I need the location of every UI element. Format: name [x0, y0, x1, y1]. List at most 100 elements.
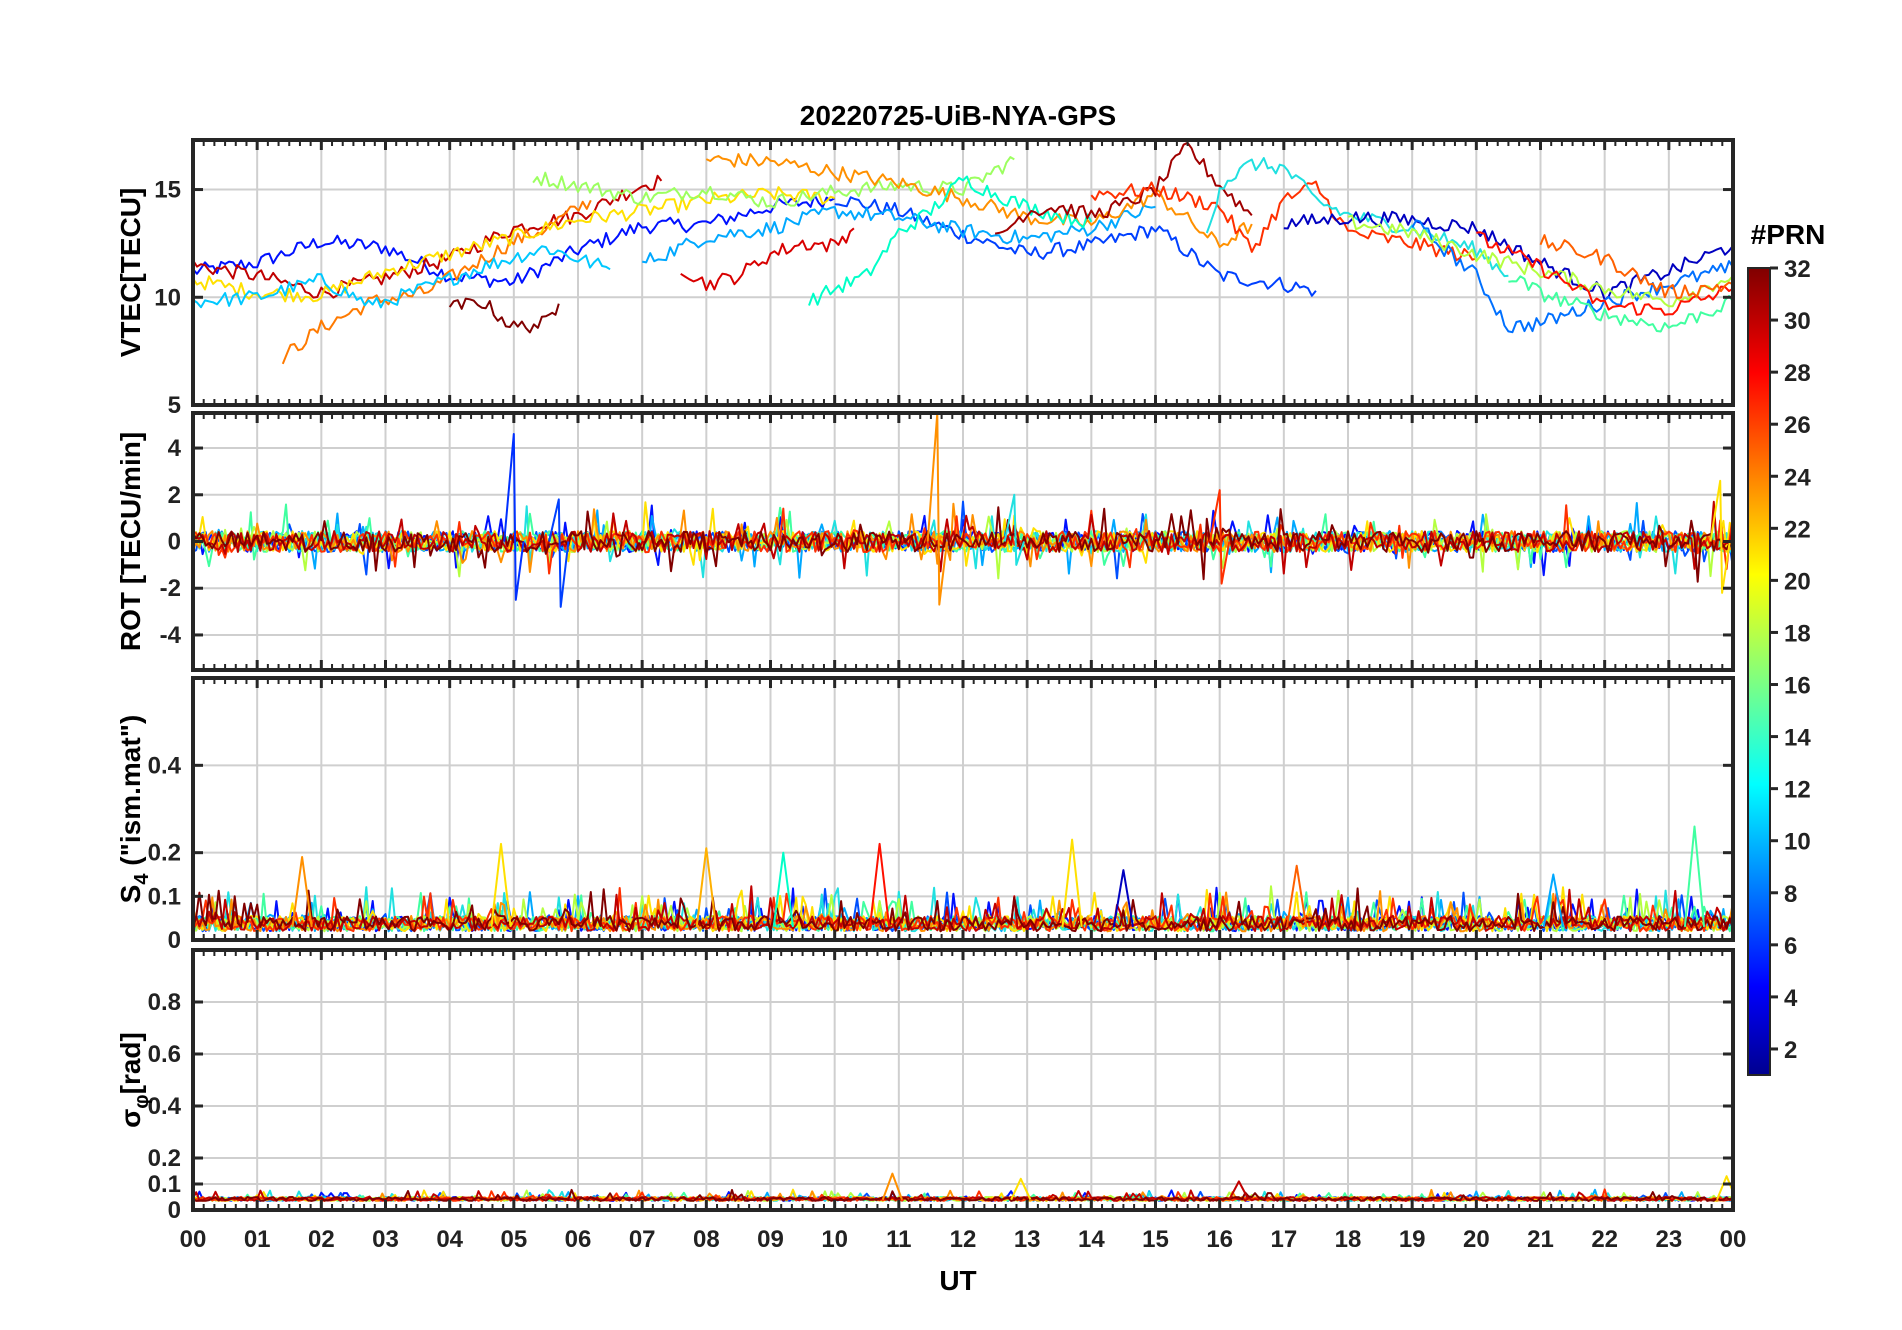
y-tick-label-sigma: 0.2 — [148, 1145, 181, 1172]
s4-spike-prn-3 — [1112, 869, 1134, 928]
y-axis-label-rot: ROT [TECU/min] — [115, 432, 146, 651]
x-tick-label: 02 — [308, 1226, 335, 1253]
panel-vtec: 5 10 15 VTEC[TECU] — [115, 138, 1735, 419]
vtec-series-prn-29 — [680, 227, 855, 291]
s4-spike-prn-11 — [1542, 873, 1564, 928]
y-tick-label-s4: 0 — [168, 927, 181, 954]
x-tick-label: 15 — [1142, 1226, 1169, 1253]
vtec-series-prn-5 — [834, 196, 1317, 297]
x-tick-label: 05 — [500, 1226, 527, 1253]
y-tick-label-vtec: 5 — [168, 392, 181, 419]
vtec-series-prn-13 — [1205, 157, 1509, 278]
rot-spike-prn-26 — [1209, 489, 1231, 585]
y-axis-label-vtec: VTEC[TECU] — [115, 188, 146, 358]
vtec-series-prn-27 — [1476, 231, 1733, 316]
y-tick-label-sigma: 0.6 — [148, 1041, 181, 1068]
vtec-series-prn-9 — [1411, 219, 1733, 334]
vtec-series-prn-32 — [448, 297, 560, 334]
vtec-series-prn-30 — [193, 174, 663, 299]
rot-noise-series — [193, 506, 1733, 583]
y-tick-label-vtec: 15 — [154, 177, 181, 204]
x-tick-label: 00 — [180, 1226, 207, 1253]
colorbar-tick-label: 6 — [1784, 933, 1797, 960]
colorbar-tick-label: 2 — [1784, 1037, 1797, 1064]
vtec-series-prn-12 — [193, 245, 611, 309]
plot-area-rot — [193, 413, 1733, 608]
colorbar-tick-label: 20 — [1784, 568, 1811, 595]
colorbar-gradient — [1747, 267, 1771, 1076]
vtec-series-prn-26 — [1090, 180, 1477, 262]
vtec-series-prn-2 — [193, 194, 836, 288]
vtec-series-prn-14 — [808, 175, 1093, 306]
plot-area-sigma — [193, 1172, 1733, 1202]
plot-area-vtec — [193, 141, 1733, 365]
colorbar-tick-label: 18 — [1784, 620, 1811, 647]
colorbar-tick-label: 10 — [1784, 829, 1811, 856]
y-tick-label-sigma: 0.8 — [148, 989, 181, 1016]
colorbar-tick-label: 8 — [1784, 881, 1797, 908]
y-tick-label-rot: 2 — [168, 482, 181, 509]
y-tick-label-rot: -4 — [160, 622, 182, 649]
y-axis-label-s4: S4 ("ism.mat") — [115, 715, 153, 904]
vtec-series-prn-31 — [994, 141, 1253, 235]
colorbar-tick-label: 32 — [1784, 256, 1811, 283]
panel-sigma: 00.10.2 0.4 0.6 0.8 σφ[rad] — [115, 948, 1735, 1224]
colorbar-tick-label: 30 — [1784, 308, 1811, 335]
y-tick-label-vtec: 10 — [154, 284, 181, 311]
vtec-series-prn-15 — [1508, 275, 1733, 333]
s4-spike-prn-25 — [1286, 864, 1308, 928]
x-tick-label: 19 — [1399, 1226, 1426, 1253]
y-tick-label-sigma: 0.1 — [148, 1171, 181, 1198]
sigma-spike-prn-24 — [881, 1172, 903, 1200]
x-tick-label: 10 — [821, 1226, 848, 1253]
x-axis-label: UT — [939, 1265, 976, 1296]
s4-spike-prn-15 — [1683, 825, 1706, 927]
colorbar-tick-label: 12 — [1784, 777, 1811, 804]
x-tick-label: 23 — [1655, 1226, 1682, 1253]
x-tick-label: 00 — [1720, 1226, 1747, 1253]
x-tick-label: 17 — [1270, 1226, 1297, 1253]
colorbar-tick-label: 22 — [1784, 516, 1811, 543]
x-tick-label: 07 — [629, 1226, 656, 1253]
y-tick-label-rot: 4 — [168, 435, 182, 462]
y-tick-label-sigma: 0.4 — [148, 1093, 182, 1120]
rot-spike-prn-24 — [926, 413, 948, 606]
chart-title: 20220725-UiB-NYA-GPS — [800, 100, 1116, 131]
x-tick-label: 16 — [1206, 1226, 1233, 1253]
rot-spike-prn-20 — [1709, 479, 1731, 594]
rot-spike-prn-5 — [503, 433, 525, 601]
colorbar-tick-label: 14 — [1784, 725, 1811, 752]
sigma-spike-prn-20 — [1716, 1175, 1733, 1200]
s4-spike-prn-20 — [1061, 838, 1083, 928]
x-tick-label: 01 — [244, 1226, 271, 1253]
vtec-series-prn-17 — [1347, 214, 1733, 308]
y-axis-label-sigma: σφ[rad] — [115, 1032, 153, 1128]
y-tick-label-s4: 0.1 — [148, 883, 181, 910]
s4-spike-prn-24 — [291, 856, 313, 928]
x-tick-label: 12 — [950, 1226, 977, 1253]
colorbar-tick-label: 28 — [1784, 360, 1811, 387]
sigma-spike-prn-20 — [1010, 1177, 1032, 1201]
y-tick-label-rot: 0 — [168, 529, 181, 556]
y-tick-label-s4: 0.2 — [148, 840, 181, 867]
colorbar-tick-label: 16 — [1784, 673, 1811, 700]
x-tick-label: 08 — [693, 1226, 720, 1253]
vtec-series-prn-11 — [642, 204, 1156, 264]
rot-spike-prn-6 — [548, 498, 570, 608]
s4-spike-prn-21 — [490, 842, 512, 928]
x-tick-label: 18 — [1335, 1226, 1362, 1253]
y-tick-label-s4: 0.4 — [148, 752, 182, 779]
vtec-series-prn-25 — [1539, 234, 1733, 299]
x-tick-label: 03 — [372, 1226, 399, 1253]
x-tick-label: 11 — [886, 1226, 911, 1253]
x-tick-label: 09 — [757, 1226, 784, 1253]
colorbar-tick-label: 24 — [1784, 464, 1811, 491]
y-tick-label-sigma: 0 — [168, 1197, 181, 1224]
colorbar-label: #PRN — [1751, 219, 1826, 250]
colorbar-tick-label: 26 — [1784, 412, 1811, 439]
s4-spike-prn-22 — [695, 847, 717, 928]
x-tick-label: 21 — [1527, 1226, 1554, 1253]
colorbar: #PRN 32 30 28 26 24 22 20 18 16 14 12 10 8 6 4 2 — [1747, 219, 1826, 1076]
